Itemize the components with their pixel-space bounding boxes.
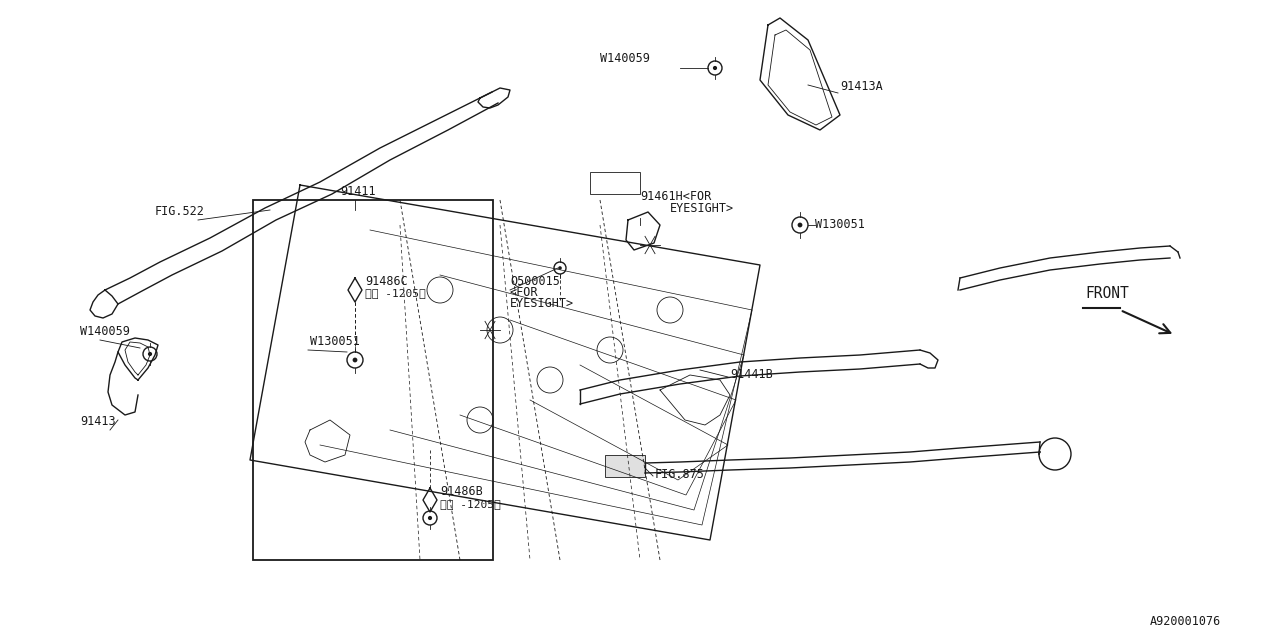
Text: 91461H<FOR: 91461H<FOR (640, 190, 712, 203)
Circle shape (428, 516, 433, 520)
Text: FIG.875: FIG.875 (655, 468, 705, 481)
Text: ※（ -1205）: ※（ -1205） (440, 499, 500, 509)
Text: W140059: W140059 (600, 52, 650, 65)
Text: ※（ -1205）: ※（ -1205） (365, 288, 426, 298)
Text: W130051: W130051 (815, 218, 865, 231)
Text: 91413A: 91413A (840, 80, 883, 93)
Text: 91486C: 91486C (365, 275, 408, 288)
Circle shape (713, 66, 717, 70)
Text: FIG.522: FIG.522 (155, 205, 205, 218)
Text: 91411: 91411 (340, 185, 375, 198)
Text: W130051: W130051 (310, 335, 360, 348)
Bar (253, 200, 493, 560)
Text: 91486B: 91486B (440, 485, 483, 498)
Bar (605, 455, 645, 477)
Circle shape (148, 352, 152, 356)
Circle shape (352, 358, 357, 362)
Text: 91441B: 91441B (730, 368, 773, 381)
Text: W140059: W140059 (79, 325, 129, 338)
Text: EYESIGHT>: EYESIGHT> (509, 297, 575, 310)
Text: FRONT: FRONT (1085, 286, 1129, 301)
Bar (590, 172, 640, 194)
Text: EYESIGHT>: EYESIGHT> (669, 202, 735, 215)
Text: <FOR: <FOR (509, 286, 539, 299)
Text: A920001076: A920001076 (1149, 615, 1221, 628)
Circle shape (797, 223, 803, 227)
Text: 91413: 91413 (79, 415, 115, 428)
Text: Q500015: Q500015 (509, 275, 559, 288)
Circle shape (558, 266, 562, 270)
